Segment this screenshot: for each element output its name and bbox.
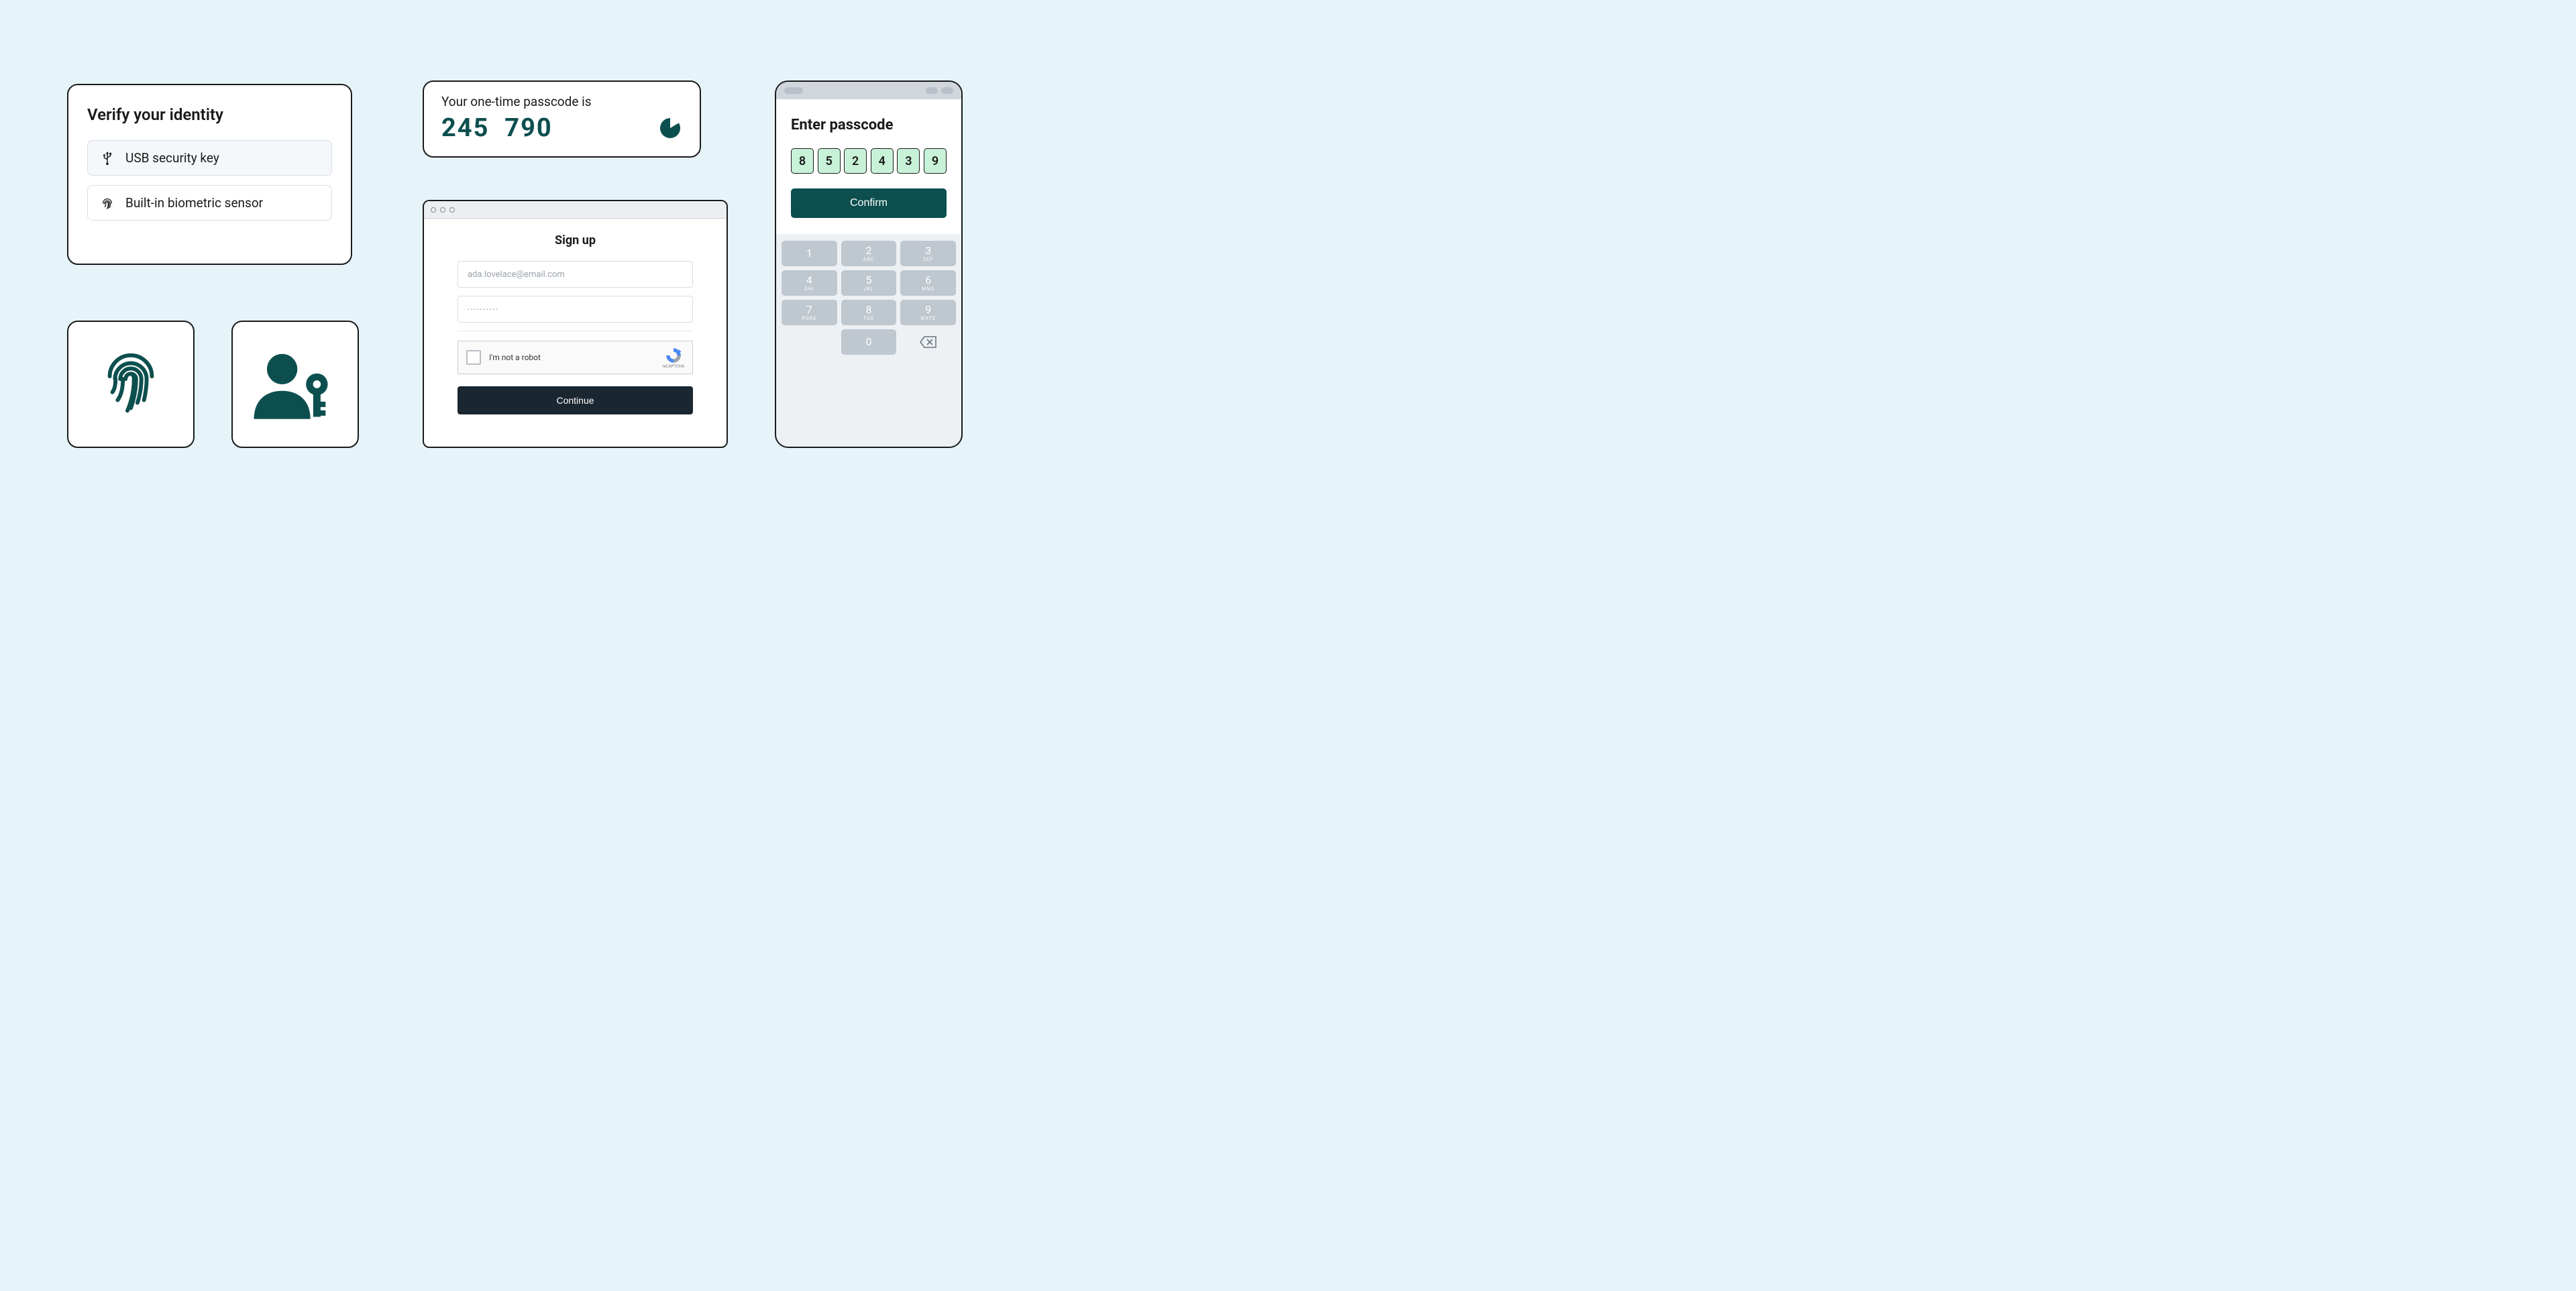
recaptcha-box[interactable]: I'm not a robot reCAPTCHA <box>458 341 693 374</box>
keypad-key-0[interactable]: 0 <box>841 329 897 355</box>
keypad-spacer <box>782 329 837 355</box>
passcode-boxes: 8 5 2 4 3 9 <box>791 148 947 174</box>
window-max-dot[interactable] <box>449 207 455 213</box>
phone-title: Enter passcode <box>791 117 947 133</box>
continue-button[interactable]: Continue <box>458 386 693 414</box>
code-digit[interactable]: 9 <box>924 148 947 174</box>
keypad-key-7[interactable]: 7PQRS <box>782 300 837 325</box>
otp-card: Your one-time passcode is 245 790 <box>423 80 701 158</box>
keypad-key-5[interactable]: 5JKL <box>841 270 897 296</box>
timer-icon <box>658 116 682 140</box>
fingerprint-large-icon <box>97 347 164 421</box>
keypad-key-3[interactable]: 3DEF <box>900 241 956 266</box>
recaptcha-label: I'm not a robot <box>489 353 541 362</box>
user-key-tile <box>231 321 359 448</box>
email-field[interactable]: ada.lovelace@email.com <box>458 261 693 288</box>
verify-option-label: Built-in biometric sensor <box>125 195 263 211</box>
phone-statusbar <box>776 82 961 99</box>
phone-mockup: Enter passcode 8 5 2 4 3 9 Confirm 12ABC… <box>775 80 963 448</box>
code-digit[interactable]: 8 <box>791 148 814 174</box>
password-field[interactable]: •••••••••• <box>458 296 693 323</box>
verify-option-usb[interactable]: USB security key <box>87 140 332 176</box>
signup-window: Sign up ada.lovelace@email.com •••••••••… <box>423 200 728 448</box>
numeric-keypad: 12ABC3DEF 4GHI5JKL6MNO 7PQRS8TUV9WXYZ 0 <box>776 234 961 366</box>
window-close-dot[interactable] <box>431 207 436 213</box>
code-digit[interactable]: 3 <box>897 148 920 174</box>
otp-label: Your one-time passcode is <box>441 94 682 109</box>
code-digit[interactable]: 4 <box>871 148 894 174</box>
recaptcha-logo: reCAPTCHA <box>663 347 684 369</box>
verify-title: Verify your identity <box>87 105 332 124</box>
signup-title: Sign up <box>458 233 693 247</box>
keypad-delete[interactable] <box>900 329 956 355</box>
user-key-icon <box>252 347 339 421</box>
fingerprint-tile <box>67 321 195 448</box>
otp-code: 245 790 <box>441 113 553 143</box>
verify-option-label: USB security key <box>125 150 219 166</box>
window-titlebar <box>424 201 727 219</box>
usb-icon <box>100 151 115 166</box>
fingerprint-icon <box>100 196 115 211</box>
status-signal-pill <box>926 87 938 94</box>
keypad-key-2[interactable]: 2ABC <box>841 241 897 266</box>
verify-identity-card: Verify your identity USB security key Bu… <box>67 84 352 265</box>
keypad-key-1[interactable]: 1 <box>782 241 837 266</box>
recaptcha-checkbox[interactable] <box>466 350 481 365</box>
keypad-key-9[interactable]: 9WXYZ <box>900 300 956 325</box>
keypad-key-8[interactable]: 8TUV <box>841 300 897 325</box>
status-battery-pill <box>941 87 953 94</box>
keypad-key-6[interactable]: 6MNO <box>900 270 956 296</box>
keypad-key-4[interactable]: 4GHI <box>782 270 837 296</box>
verify-option-biometric[interactable]: Built-in biometric sensor <box>87 185 332 221</box>
code-digit[interactable]: 5 <box>818 148 841 174</box>
status-time-pill <box>784 87 803 94</box>
code-digit[interactable]: 2 <box>844 148 867 174</box>
backspace-icon <box>920 336 937 348</box>
window-min-dot[interactable] <box>440 207 445 213</box>
confirm-button[interactable]: Confirm <box>791 188 947 218</box>
